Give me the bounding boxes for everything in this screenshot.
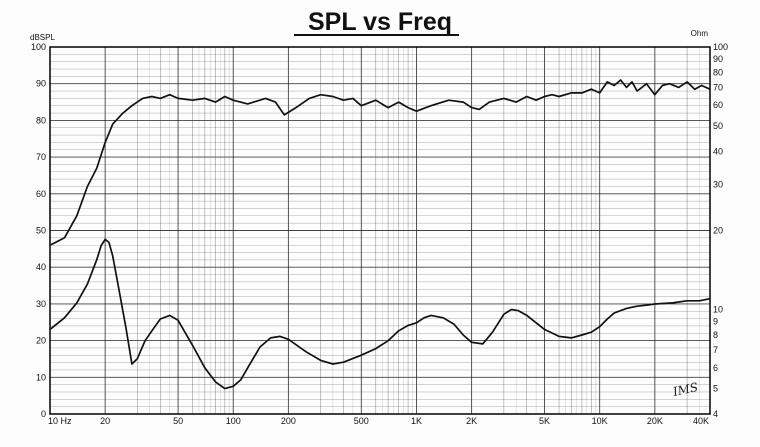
x-tick-label: 40K: [693, 416, 709, 426]
right-y-tick-label: 5: [713, 384, 718, 394]
right-y-tick-label: 40: [713, 146, 723, 156]
right-y-tick-label: 30: [713, 179, 723, 189]
left-y-tick-label: 100: [31, 42, 46, 52]
right-y-tick-label: 9: [713, 317, 718, 327]
left-y-tick-label: 60: [36, 189, 46, 199]
ims-annotation: IMS: [671, 380, 700, 399]
chart-title: SPL vs Freq: [308, 8, 452, 36]
x-tick-label: 200: [281, 416, 296, 426]
x-tick-label: 2K: [466, 416, 477, 426]
series-layer: [49, 79, 711, 390]
left-y-tick-label: 20: [36, 336, 46, 346]
right-y-tick-label: 60: [713, 100, 723, 110]
right-y-tick-label: 100: [713, 42, 728, 52]
x-tick-label: 10 Hz: [48, 416, 72, 426]
left-axis-unit: dBSPL: [30, 33, 55, 42]
x-tick-label: 50: [173, 416, 183, 426]
right-y-tick-label: 10: [713, 305, 723, 315]
left-y-tick-label: 80: [36, 115, 46, 125]
x-axis-tick-labels: 10 Hz 20 50 100 200 500 1K 2K 5K 10K 20K 40K: [48, 416, 709, 426]
left-axis-tick-labels: 0 10 20 30 40 50 60 70 80 90 100: [31, 42, 46, 419]
x-tick-label: 100: [226, 416, 241, 426]
right-y-tick-label: 20: [713, 226, 723, 236]
x-tick-label: 5K: [539, 416, 550, 426]
impedance-curve: [49, 238, 711, 390]
x-tick-label: 20: [100, 416, 110, 426]
right-y-tick-label: 70: [713, 83, 723, 93]
spl-curve: [49, 79, 711, 246]
x-tick-label: 10K: [592, 416, 608, 426]
left-y-tick-label: 70: [36, 152, 46, 162]
left-y-tick-label: 30: [36, 299, 46, 309]
right-y-tick-label: 90: [713, 54, 723, 64]
plot-frame: [49, 46, 711, 415]
x-tick-label: 20K: [647, 416, 663, 426]
left-y-tick-label: 40: [36, 262, 46, 272]
right-y-tick-label: 80: [713, 67, 723, 77]
right-y-tick-label: 8: [713, 330, 718, 340]
right-y-tick-label: 6: [713, 363, 718, 373]
right-axis-unit: Ohm: [691, 29, 709, 38]
right-axis-tick-labels: 4 5 6 7 8 9 10 20 30 40 50 60 70 80 90 100: [713, 42, 728, 419]
left-y-tick-label: 0: [41, 409, 46, 419]
left-y-tick-label: 10: [36, 372, 46, 382]
right-y-tick-label: 4: [713, 409, 718, 419]
left-y-tick-label: 90: [36, 79, 46, 89]
x-tick-label: 1K: [411, 416, 422, 426]
right-y-tick-label: 50: [713, 121, 723, 131]
x-tick-label: 500: [354, 416, 369, 426]
left-y-tick-label: 50: [36, 226, 46, 236]
right-y-tick-label: 7: [713, 345, 718, 355]
